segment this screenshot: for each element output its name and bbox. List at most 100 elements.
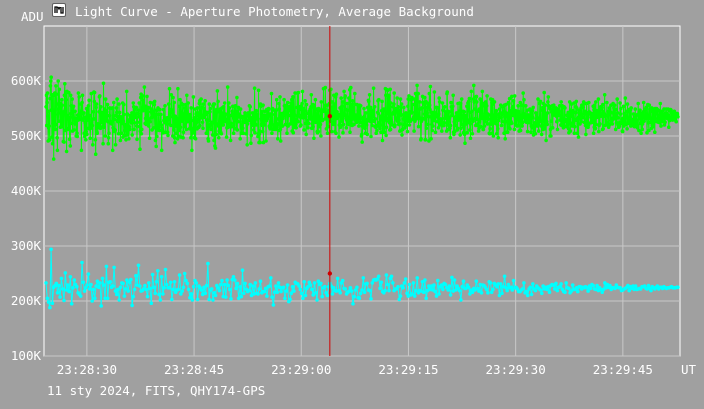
y-axis-ticks: 100K 200K 300K 400K 500K 600K <box>11 73 42 363</box>
data-point <box>99 105 103 109</box>
data-point <box>485 94 489 98</box>
data-point <box>343 287 348 291</box>
data-point <box>302 128 306 132</box>
data-point <box>207 118 212 123</box>
data-point <box>234 286 238 291</box>
data-point <box>85 283 89 287</box>
data-point <box>482 124 487 128</box>
data-point <box>271 303 276 307</box>
data-point <box>434 294 439 298</box>
data-point <box>436 106 440 110</box>
data-point <box>333 95 338 99</box>
data-point <box>494 108 499 113</box>
data-point <box>118 285 123 290</box>
data-point <box>291 95 296 99</box>
data-point <box>107 131 111 135</box>
data-point <box>278 95 282 99</box>
data-point <box>62 298 66 303</box>
data-point <box>421 290 426 295</box>
data-point <box>574 99 579 104</box>
data-point <box>420 106 424 110</box>
data-point <box>171 287 175 292</box>
data-point <box>396 105 401 109</box>
data-point <box>544 138 548 143</box>
data-point <box>218 282 223 287</box>
data-point <box>148 119 152 124</box>
data-point <box>304 102 309 107</box>
data-point <box>294 126 299 130</box>
data-point <box>117 110 122 115</box>
data-point <box>527 121 532 125</box>
data-point <box>184 278 188 283</box>
data-point <box>227 106 232 110</box>
data-point <box>419 119 424 123</box>
data-point <box>152 102 157 107</box>
data-point <box>659 124 663 128</box>
data-point <box>162 286 166 290</box>
data-point <box>49 79 53 83</box>
data-point <box>142 85 147 89</box>
data-point <box>436 126 441 130</box>
data-point <box>139 132 144 136</box>
data-point <box>465 104 469 109</box>
data-point <box>198 123 202 128</box>
data-point <box>475 286 480 291</box>
data-point <box>557 109 561 114</box>
cursor-marker <box>327 114 333 119</box>
data-point <box>406 104 410 109</box>
data-point <box>55 148 60 153</box>
data-point <box>231 131 236 135</box>
data-point <box>559 282 563 286</box>
data-point <box>441 287 445 292</box>
data-point <box>489 290 494 295</box>
data-point <box>600 290 604 295</box>
data-point <box>572 131 577 135</box>
y-tick-label: 500K <box>11 128 42 143</box>
data-point <box>653 130 657 134</box>
data-point <box>88 113 92 118</box>
data-point <box>60 97 64 102</box>
data-point <box>656 116 660 121</box>
data-point <box>178 97 182 102</box>
data-point <box>78 117 82 122</box>
data-point <box>538 99 543 104</box>
data-point <box>495 284 499 289</box>
data-point <box>338 291 343 295</box>
data-point <box>67 118 71 122</box>
data-point <box>101 81 106 85</box>
data-point <box>503 137 508 141</box>
data-point <box>581 105 586 110</box>
data-point <box>533 288 538 293</box>
data-point <box>59 276 64 281</box>
data-point <box>546 100 550 104</box>
data-point <box>252 113 256 117</box>
data-point <box>254 123 258 127</box>
data-point <box>521 91 525 95</box>
data-point <box>379 280 384 285</box>
data-point <box>118 138 123 143</box>
data-point <box>362 106 366 111</box>
data-point <box>224 295 228 299</box>
data-point <box>481 127 486 132</box>
data-point <box>306 121 311 126</box>
data-point <box>605 121 609 125</box>
data-point <box>445 90 450 94</box>
data-point <box>356 108 360 112</box>
data-point <box>583 109 587 114</box>
data-point <box>46 114 50 118</box>
data-point <box>249 133 254 138</box>
data-point <box>427 284 431 288</box>
data-point <box>612 103 617 107</box>
time-cursor[interactable] <box>327 26 333 356</box>
data-point <box>296 90 301 95</box>
data-point <box>555 127 560 132</box>
data-point <box>528 113 532 118</box>
data-point <box>657 113 661 117</box>
data-point <box>241 126 245 131</box>
data-point <box>549 134 553 138</box>
data-point <box>389 274 394 279</box>
data-point <box>487 113 491 117</box>
data-point <box>405 112 409 117</box>
data-point <box>167 286 172 290</box>
data-point <box>452 278 457 282</box>
